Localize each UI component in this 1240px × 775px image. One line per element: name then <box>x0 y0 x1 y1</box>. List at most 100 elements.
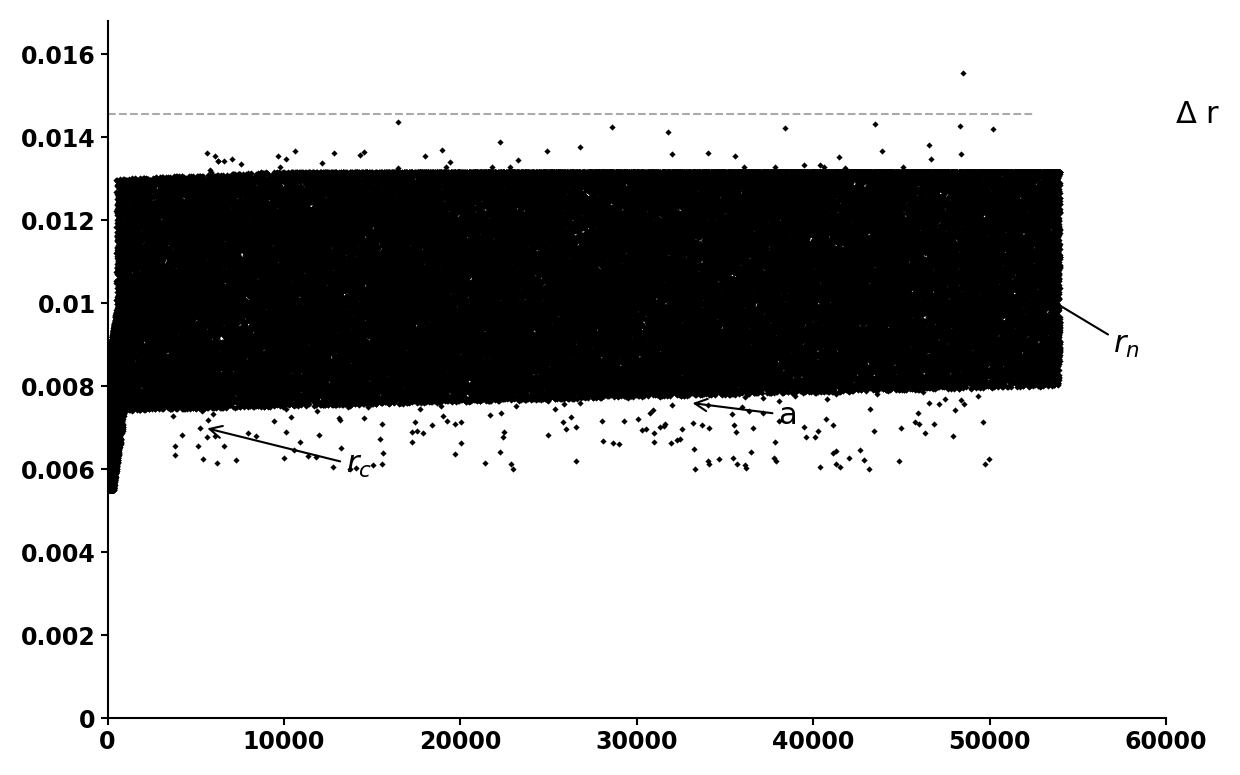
Point <box>213 212 233 225</box>
Point <box>108 305 128 317</box>
Point <box>415 312 435 325</box>
Point <box>455 303 475 315</box>
Point <box>480 287 500 299</box>
Point <box>715 166 735 178</box>
Point <box>159 286 179 298</box>
Point <box>852 359 872 371</box>
Point <box>556 269 575 281</box>
Point <box>1038 177 1058 190</box>
Point <box>336 296 356 308</box>
Point <box>610 375 630 388</box>
Point <box>248 317 268 329</box>
Point <box>1038 166 1058 178</box>
Point <box>960 367 980 379</box>
Point <box>234 355 254 367</box>
Point <box>996 267 1016 279</box>
Point <box>600 270 620 283</box>
Point <box>698 349 718 361</box>
Point <box>377 176 397 188</box>
Point <box>852 175 872 188</box>
Point <box>676 243 696 255</box>
Point <box>763 305 782 318</box>
Point <box>940 316 960 329</box>
Point <box>580 241 600 253</box>
Point <box>415 391 435 404</box>
Point <box>368 294 388 306</box>
Point <box>522 279 542 291</box>
Point <box>950 360 970 372</box>
Point <box>109 412 129 424</box>
Point <box>839 324 859 336</box>
Point <box>642 200 662 212</box>
Point <box>604 278 624 291</box>
Point <box>409 391 429 403</box>
Point <box>890 329 910 342</box>
Point <box>102 424 122 436</box>
Point <box>337 307 357 319</box>
Point <box>624 166 644 178</box>
Point <box>336 358 356 370</box>
Point <box>455 380 475 392</box>
Point <box>508 301 528 314</box>
Point <box>217 188 237 200</box>
Point <box>148 185 167 198</box>
Point <box>805 319 825 331</box>
Point <box>733 172 753 184</box>
Point <box>427 304 446 316</box>
Point <box>443 318 463 330</box>
Point <box>379 185 399 198</box>
Point <box>748 367 768 380</box>
Point <box>867 245 887 257</box>
Point <box>389 307 409 319</box>
Point <box>1001 283 1021 295</box>
Point <box>419 262 439 274</box>
Point <box>853 183 873 195</box>
Point <box>246 181 265 193</box>
Point <box>494 322 513 334</box>
Point <box>310 229 330 242</box>
Point <box>444 188 464 201</box>
Point <box>973 376 993 388</box>
Point <box>239 361 259 374</box>
Point <box>883 320 903 332</box>
Point <box>908 170 928 182</box>
Point <box>362 239 382 251</box>
Point <box>296 225 316 237</box>
Point <box>605 311 625 323</box>
Point <box>485 300 505 312</box>
Point <box>898 240 918 253</box>
Point <box>1039 356 1059 368</box>
Point <box>415 335 435 347</box>
Point <box>1006 182 1025 195</box>
Point <box>239 234 259 246</box>
Point <box>689 166 709 178</box>
Point <box>143 288 162 301</box>
Point <box>143 290 162 302</box>
Point <box>490 173 510 185</box>
Point <box>506 302 526 315</box>
Point <box>107 286 126 298</box>
Point <box>327 179 347 191</box>
Point <box>105 431 125 443</box>
Point <box>198 385 218 398</box>
Point <box>429 340 449 353</box>
Point <box>946 253 966 266</box>
Point <box>486 207 506 219</box>
Point <box>975 252 994 264</box>
Point <box>1044 251 1064 264</box>
Point <box>259 260 279 273</box>
Point <box>661 295 681 308</box>
Point <box>153 289 172 301</box>
Point <box>590 232 610 244</box>
Point <box>657 174 677 186</box>
Point <box>928 294 947 306</box>
Point <box>300 188 320 201</box>
Point <box>290 346 310 358</box>
Point <box>986 246 1006 259</box>
Point <box>832 222 852 234</box>
Point <box>392 219 412 231</box>
Point <box>843 166 863 178</box>
Point <box>746 261 766 274</box>
Point <box>247 376 267 388</box>
Point <box>430 175 450 188</box>
